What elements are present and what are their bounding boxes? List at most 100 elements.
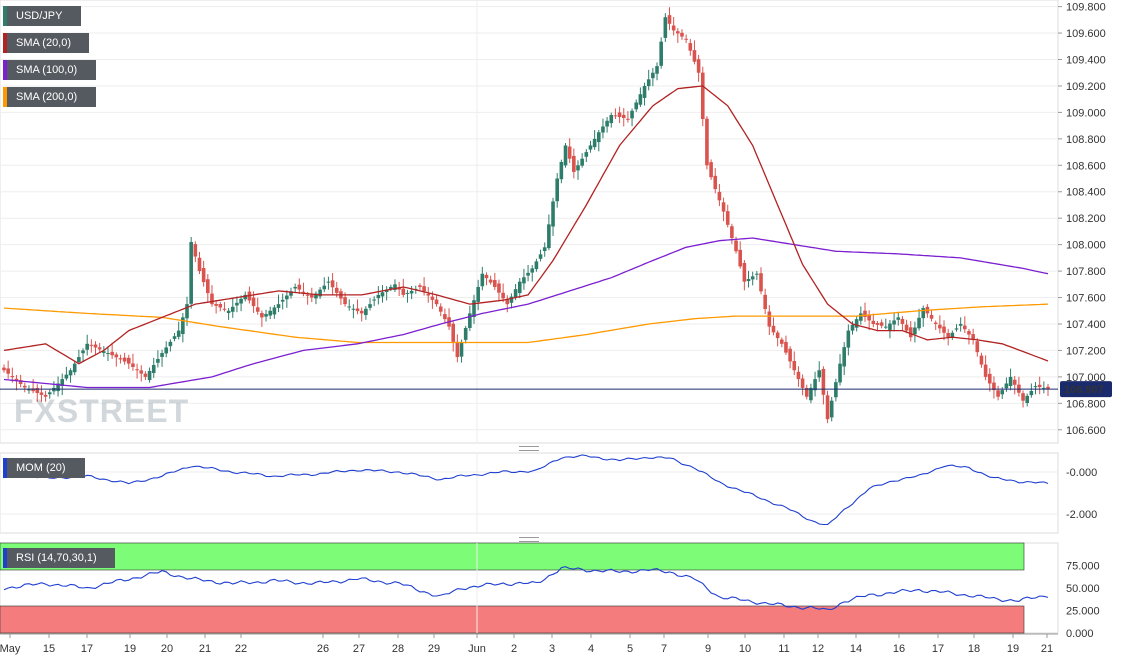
candle-down — [721, 202, 726, 212]
candle-up — [834, 382, 838, 398]
candle-up — [584, 152, 589, 157]
candle-up — [405, 292, 410, 294]
candle-down — [210, 293, 214, 305]
candle-down — [18, 380, 23, 385]
candle-up — [280, 299, 285, 302]
candle-up — [226, 310, 231, 314]
candle-up — [1004, 383, 1009, 389]
candle-up — [588, 145, 593, 150]
candle-down — [305, 294, 310, 296]
candle-up — [538, 254, 543, 259]
price-tick-label: 109.800 — [1066, 2, 1106, 14]
candle-down — [696, 59, 701, 73]
candle-up — [368, 304, 372, 308]
candle-up — [151, 364, 156, 373]
x-tick-label: 12 — [812, 643, 824, 655]
candle-down — [996, 390, 1000, 397]
legend-mom[interactable]: MOM (20) — [3, 458, 85, 478]
candle-up — [530, 268, 535, 273]
candle-up — [950, 332, 955, 338]
candle-down — [617, 112, 622, 118]
candle-up — [60, 379, 65, 386]
candle-down — [713, 175, 718, 190]
sma100-line — [3, 237, 1049, 389]
x-tick-label: 16 — [893, 643, 905, 655]
legend-sma200[interactable]: SMA (200,0) — [3, 87, 96, 107]
legend-rsi[interactable]: RSI (14,70,30,1) — [3, 548, 115, 568]
candle-up — [181, 317, 185, 334]
price-tick-label: 109.400 — [1066, 55, 1106, 67]
pane-resize-handle[interactable] — [519, 537, 539, 542]
candle-down — [135, 369, 139, 371]
candle-up — [592, 138, 597, 148]
candle-up — [176, 330, 181, 337]
candle-down — [1021, 393, 1025, 401]
candle-down — [1046, 386, 1050, 389]
candle-down — [626, 118, 630, 120]
candle-down — [1017, 384, 1021, 393]
price-tick-label: 106.800 — [1066, 398, 1106, 410]
x-tick-label: 21 — [1041, 643, 1053, 655]
price-tick-label: 108.800 — [1066, 134, 1106, 146]
candle-down — [908, 327, 913, 338]
candle-down — [825, 395, 830, 420]
candle-up — [638, 94, 643, 105]
momentum-line — [3, 454, 1049, 526]
candle-down — [775, 332, 780, 339]
candle-down — [139, 370, 144, 374]
x-tick-label: 7 — [661, 643, 667, 655]
x-tick-label: 5 — [627, 643, 633, 655]
candle-up — [384, 289, 389, 293]
candle-up — [168, 341, 173, 347]
price-tick-label: 109.200 — [1066, 81, 1106, 93]
candle-down — [983, 364, 988, 377]
candle-down — [118, 358, 123, 360]
candle-down — [143, 373, 148, 377]
candle-up — [563, 145, 568, 166]
legend-sma100[interactable]: SMA (100,0) — [3, 60, 96, 80]
candle-up — [646, 79, 651, 87]
legend-sma20[interactable]: SMA (20,0) — [3, 33, 89, 53]
x-tick-label: 15 — [43, 643, 55, 655]
candle-up — [243, 294, 248, 300]
candle-down — [800, 378, 805, 388]
candle-up — [883, 326, 888, 328]
candle-down — [418, 285, 422, 287]
candle-up — [409, 290, 414, 294]
candle-down — [676, 31, 680, 34]
candle-up — [164, 347, 169, 354]
legend-usdjpy[interactable]: USD/JPY — [3, 6, 81, 26]
candle-down — [22, 385, 27, 388]
candle-up — [534, 261, 539, 270]
candle-up — [468, 313, 472, 328]
candle-down — [14, 378, 19, 381]
candle-down — [688, 43, 693, 51]
candle-down — [110, 351, 114, 356]
candle-down — [493, 279, 497, 287]
candle-up — [268, 310, 272, 316]
candle-down — [567, 146, 572, 159]
candle-up — [372, 299, 376, 301]
candle-up — [859, 313, 863, 321]
pane-resize-handle[interactable] — [519, 446, 539, 451]
x-tick-label: 22 — [235, 643, 247, 655]
candle-down — [821, 368, 826, 395]
candle-down — [126, 357, 131, 364]
candle-up — [655, 66, 659, 74]
candle-down — [933, 322, 938, 324]
x-tick-label: 3 — [549, 643, 555, 655]
candle-up — [47, 392, 52, 395]
candle-up — [921, 308, 926, 319]
price-tick-label: 107.000 — [1066, 372, 1106, 384]
candle-down — [330, 280, 335, 288]
candle-down — [780, 339, 784, 344]
price-tick-label: 108.200 — [1066, 213, 1106, 225]
candle-up — [472, 300, 476, 318]
candle-down — [218, 303, 223, 308]
candle-down — [434, 299, 439, 305]
candle-up — [72, 363, 77, 373]
candle-up — [913, 327, 917, 335]
mom-tick-label: -0.000 — [1066, 467, 1097, 479]
candle-down — [2, 367, 6, 371]
